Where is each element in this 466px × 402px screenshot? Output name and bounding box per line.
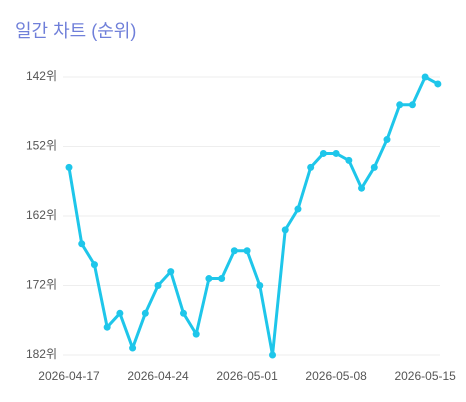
point bbox=[167, 268, 175, 276]
point bbox=[90, 261, 98, 269]
point bbox=[78, 240, 86, 248]
point bbox=[358, 184, 366, 192]
y-tick-label: 152위 bbox=[26, 139, 57, 153]
point bbox=[396, 101, 404, 109]
point bbox=[192, 330, 200, 338]
x-tick-label: 2026-04-17 bbox=[38, 369, 100, 383]
x-tick-label: 2026-05-01 bbox=[216, 369, 278, 383]
point bbox=[269, 351, 277, 359]
point bbox=[294, 205, 302, 213]
point bbox=[307, 163, 315, 171]
point bbox=[179, 309, 187, 317]
point bbox=[103, 323, 111, 331]
y-tick-label: 142위 bbox=[26, 69, 57, 83]
y-tick-label: 172위 bbox=[26, 278, 57, 292]
point bbox=[116, 309, 124, 317]
point bbox=[434, 80, 442, 88]
x-tick-label: 2026-05-08 bbox=[305, 369, 367, 383]
point bbox=[332, 149, 340, 157]
x-tick-label: 2026-05-15 bbox=[394, 369, 456, 383]
point bbox=[256, 282, 264, 289]
point bbox=[230, 247, 238, 255]
point bbox=[421, 73, 429, 81]
point bbox=[243, 247, 251, 255]
y-tick-label: 182위 bbox=[26, 347, 57, 361]
chart-title: 일간 차트 (순위) bbox=[15, 21, 136, 41]
point bbox=[319, 149, 327, 157]
point bbox=[65, 163, 73, 171]
point bbox=[370, 163, 378, 171]
point bbox=[345, 156, 353, 164]
point bbox=[281, 226, 289, 234]
line bbox=[67, 75, 439, 357]
x-tick-label: 2026-04-24 bbox=[127, 369, 189, 383]
point bbox=[154, 282, 162, 289]
point bbox=[383, 136, 391, 144]
point bbox=[408, 101, 416, 109]
point bbox=[141, 309, 149, 317]
y-tick-label: 162위 bbox=[26, 208, 57, 222]
point bbox=[129, 344, 137, 352]
point bbox=[205, 275, 213, 283]
point bbox=[218, 275, 226, 283]
